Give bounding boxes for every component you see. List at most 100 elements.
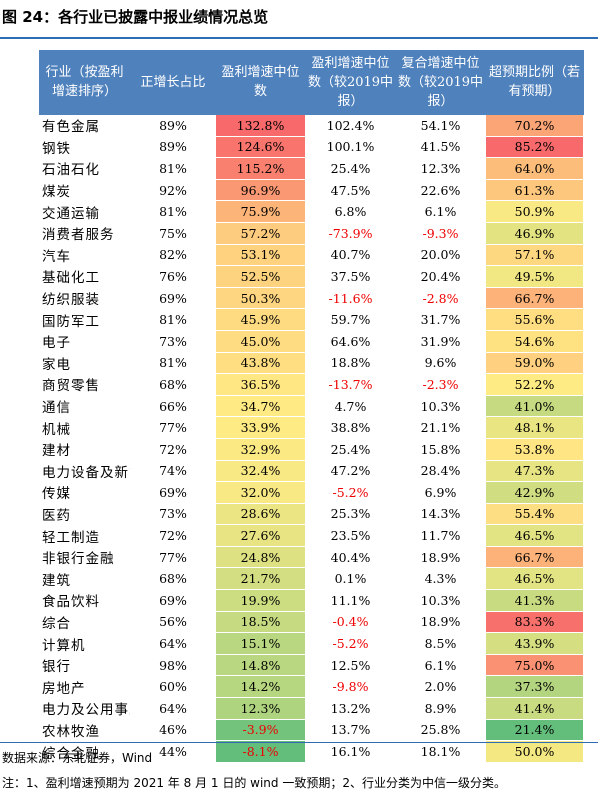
header-cell: 行业（按盈利增速排序）	[38, 50, 131, 115]
value-cell: 6.1%	[424, 204, 457, 220]
table-row: 电子 73% 45.0% 64.6% 31.9% 54.6%	[39, 330, 584, 353]
table-row: 房地产 60% 14.2% -9.8% 2.0% 37.3%	[39, 675, 584, 698]
industry-name: 农林牧渔	[42, 723, 100, 740]
value-cell: 4.3%	[424, 571, 457, 587]
table-body: 有色金属 89% 132.8% 102.4% 54.1% 70.2% 钢铁 89% 124.6%…	[39, 114, 584, 763]
value-cell: 19.9%	[215, 589, 306, 612]
table-row: 钢铁 89% 124.6% 100.1% 41.5% 85.2%	[39, 136, 584, 158]
industry-name: 传媒	[42, 486, 71, 503]
industry-name: 综合	[42, 615, 71, 632]
value-cell: 64.0%	[485, 157, 584, 180]
value-cell: 73%	[159, 333, 187, 349]
value-cell: 27.6%	[215, 524, 306, 547]
value-cell: 98%	[159, 657, 187, 673]
value-cell: 18.9%	[420, 549, 461, 565]
value-cell: 76%	[159, 268, 187, 284]
industry-name: 通信	[42, 400, 71, 417]
data-table: 行业（按盈利增速排序） 正增长占比 盈利增速中位数 盈利增速中位数（较2019中报）复…	[38, 50, 584, 763]
value-cell: 14.2%	[215, 675, 306, 698]
value-cell: -3.9%	[215, 719, 306, 741]
value-cell: 46%	[159, 722, 187, 738]
value-cell: 13.7%	[330, 722, 371, 738]
value-cell: 41.5%	[420, 139, 461, 155]
value-cell: 21.4%	[485, 719, 584, 741]
value-cell: -2.8%	[422, 290, 459, 306]
value-cell: -8.1%	[215, 740, 306, 763]
value-cell: 59.0%	[485, 352, 584, 374]
value-cell: -5.2%	[332, 636, 369, 652]
value-cell: 18.9%	[420, 614, 461, 630]
value-cell: 32.0%	[215, 481, 306, 504]
value-cell: 57.2%	[215, 222, 306, 245]
value-cell: 74%	[159, 463, 187, 479]
value-cell: 61.3%	[485, 179, 584, 201]
value-cell: 2.0%	[424, 679, 457, 695]
value-cell: 81%	[159, 204, 187, 220]
industry-name: 纺织服装	[42, 292, 100, 309]
value-cell: 24.8%	[215, 546, 306, 568]
value-cell: 75.0%	[485, 654, 584, 676]
value-cell: 47.5%	[330, 182, 371, 198]
value-cell: 70.2%	[485, 114, 584, 137]
table-row: 电力设备及新能源 74% 32.4% 47.2% 28.4% 47.3%	[39, 460, 584, 482]
header-cell: 超预期比例（若有预期）	[485, 50, 584, 115]
table-row: 银行 98% 14.8% 12.5% 6.1% 75.0%	[39, 654, 584, 676]
value-cell: 69%	[159, 592, 187, 608]
value-cell: 0.1%	[334, 571, 367, 587]
value-cell: 34.7%	[215, 395, 306, 417]
value-cell: 40.7%	[330, 247, 371, 263]
table-row: 计算机 64% 15.1% -5.2% 8.5% 43.9%	[39, 632, 584, 655]
industry-name: 银行	[42, 659, 71, 676]
table-row: 家电 81% 43.8% 18.8% 9.6% 59.0%	[39, 352, 584, 374]
value-cell: 14.8%	[215, 654, 306, 676]
value-cell: 43.9%	[485, 632, 584, 655]
industry-name: 消费者服务	[42, 227, 115, 244]
value-cell: 12.3%	[420, 160, 461, 176]
value-cell: 73%	[159, 506, 187, 522]
value-cell: 13.2%	[330, 700, 371, 716]
value-cell: 100.1%	[326, 139, 375, 155]
value-cell: 32.4%	[215, 460, 306, 482]
industry-name: 电子	[42, 335, 71, 352]
value-cell: 15.8%	[420, 441, 461, 457]
value-cell: 54.1%	[420, 117, 461, 133]
table-row: 轻工制造 72% 27.6% 23.5% 11.7% 46.5%	[39, 524, 584, 547]
table-row: 交通运输 81% 75.9% 6.8% 6.1% 50.9%	[39, 200, 584, 223]
value-cell: 45.0%	[215, 330, 306, 353]
industry-name: 电力及公用事业	[42, 702, 130, 719]
value-cell: 52.5%	[215, 265, 306, 288]
industry-name: 房地产	[42, 680, 86, 697]
value-cell: 14.3%	[420, 506, 461, 522]
value-cell: 92%	[159, 182, 187, 198]
value-cell: 36.5%	[215, 373, 306, 396]
table-row: 煤炭 92% 96.9% 47.5% 22.6% 61.3%	[39, 179, 584, 201]
industry-name: 交通运输	[42, 205, 100, 222]
value-cell: 37.3%	[485, 675, 584, 698]
value-cell: 59.7%	[330, 312, 371, 328]
value-cell: -5.2%	[332, 484, 369, 500]
value-cell: 68%	[159, 571, 187, 587]
value-cell: 66.7%	[485, 546, 584, 568]
industry-name: 基础化工	[42, 270, 100, 287]
value-cell: 16.1%	[330, 744, 371, 760]
value-cell: 75%	[159, 225, 187, 241]
rule	[0, 37, 598, 39]
value-cell: 12.3%	[215, 697, 306, 720]
table-row: 食品饮料 69% 19.9% 11.1% 10.3% 41.3%	[39, 589, 584, 612]
value-cell: 45.9%	[215, 308, 306, 331]
value-cell: 132.8%	[215, 114, 306, 137]
table-row: 商贸零售 68% 36.5% -13.7% -2.3% 52.2%	[39, 373, 584, 396]
value-cell: -13.7%	[328, 376, 373, 392]
value-cell: 18.1%	[420, 744, 461, 760]
value-cell: 52.2%	[485, 373, 584, 396]
value-cell: 124.6%	[215, 136, 306, 158]
value-cell: 38.8%	[330, 420, 371, 436]
value-cell: -0.4%	[332, 614, 369, 630]
header-cell: 正增长占比	[130, 50, 216, 115]
value-cell: 8.5%	[424, 636, 457, 652]
header-cell: 盈利增速中位数	[215, 50, 306, 115]
value-cell: 21.1%	[420, 420, 461, 436]
table-row: 机械 77% 33.9% 38.8% 21.1% 48.1%	[39, 416, 584, 439]
value-cell: 25.8%	[420, 722, 461, 738]
value-cell: 47.3%	[485, 460, 584, 482]
